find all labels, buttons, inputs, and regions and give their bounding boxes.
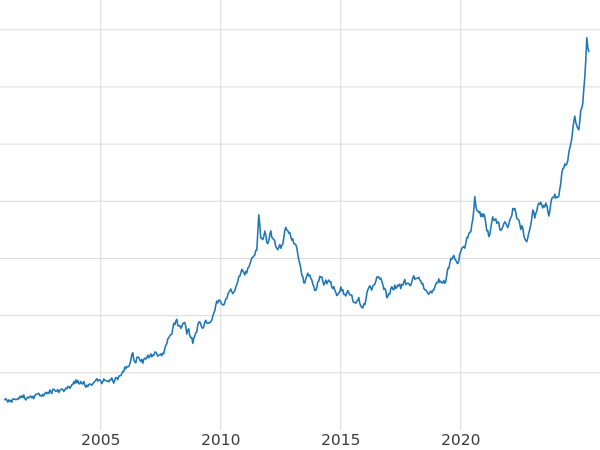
x-tick-label: 2010 xyxy=(201,431,240,449)
x-tick-label: 2005 xyxy=(81,431,120,449)
price-line xyxy=(4,36,590,403)
x-tick-label: 2015 xyxy=(321,431,360,449)
gridlines xyxy=(0,0,600,430)
x-tick-label: 2020 xyxy=(441,431,480,449)
